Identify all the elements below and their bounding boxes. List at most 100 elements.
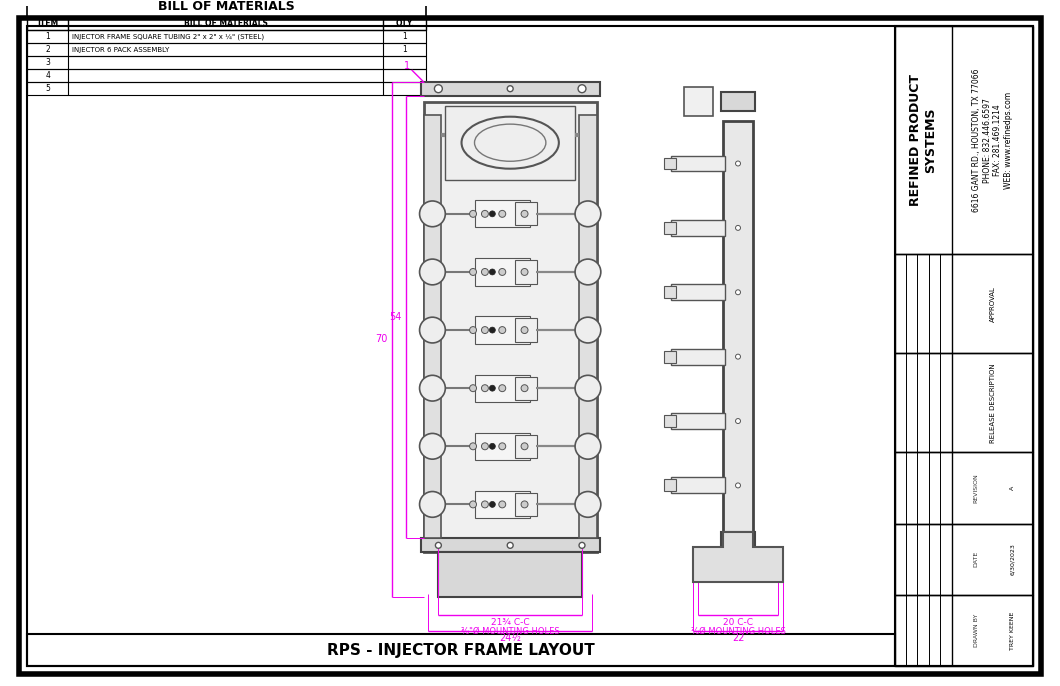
Circle shape [490,327,495,333]
Text: REVISION: REVISION [974,473,978,503]
Bar [671,284,725,300]
Circle shape [576,259,601,285]
Text: INJECTOR FRAME SQUARE TUBING 2" x 2" x ¼" (STEEL): INJECTOR FRAME SQUARE TUBING 2" x 2" x ¼… [72,34,265,40]
Circle shape [436,543,441,548]
Circle shape [736,418,741,423]
Circle shape [499,385,506,392]
Circle shape [499,268,506,275]
Bar [671,156,725,172]
Bar [26,82,426,95]
Text: APPROVAL: APPROVAL [990,286,995,322]
Text: 6/30/2023: 6/30/2023 [1010,543,1015,575]
Circle shape [420,259,445,285]
Text: 5: 5 [46,84,50,93]
Bar [424,102,597,552]
Bar [26,43,426,56]
Circle shape [481,501,489,508]
Bar [421,539,600,552]
Text: 21¾ C-C: 21¾ C-C [491,618,530,627]
Circle shape [576,434,601,459]
Bar [421,82,600,95]
Bar [895,26,1034,666]
Circle shape [522,443,528,450]
Circle shape [736,226,741,230]
Text: RPS - INJECTOR FRAME LAYOUT: RPS - INJECTOR FRAME LAYOUT [326,643,595,658]
Bar [475,316,530,344]
Bar [671,413,725,429]
Circle shape [490,443,495,449]
Bar [723,121,753,547]
Text: 54: 54 [389,312,402,322]
Circle shape [420,201,445,227]
Bar [664,415,675,427]
Circle shape [736,161,741,166]
Bar [515,377,537,400]
Circle shape [481,327,489,333]
Text: RELEASE DESCRIPTION: RELEASE DESCRIPTION [990,363,995,442]
Bar [664,286,675,298]
Circle shape [522,501,528,508]
Circle shape [470,211,477,217]
Bar [895,254,1034,353]
Bar [515,202,537,226]
Bar [664,158,675,169]
Circle shape [420,434,445,459]
Text: REFINED PRODUCT
SYSTEMS: REFINED PRODUCT SYSTEMS [909,74,937,206]
Circle shape [420,375,445,401]
Bar [26,69,426,82]
Bar [424,102,597,552]
Text: DRAWN BY: DRAWN BY [974,614,978,647]
Text: ⅜"Ø MOUNTING HOLES: ⅜"Ø MOUNTING HOLES [461,627,560,636]
Circle shape [481,268,489,275]
Bar [515,435,537,458]
Bar [895,595,1034,666]
Bar [515,318,537,342]
Circle shape [470,501,477,508]
Circle shape [470,443,477,450]
Text: 70: 70 [375,334,388,344]
Bar [26,0,426,17]
Circle shape [499,501,506,508]
Text: 24½: 24½ [499,633,522,643]
Circle shape [435,85,442,93]
Bar [515,261,537,283]
Text: ⅜Ø MOUNTING HOLES: ⅜Ø MOUNTING HOLES [690,627,785,636]
Bar [439,552,582,597]
Bar [424,115,441,539]
Circle shape [499,211,506,217]
Bar [671,477,725,493]
Text: 1: 1 [403,45,407,54]
Circle shape [490,501,495,508]
Circle shape [420,492,445,517]
Circle shape [470,268,477,275]
Circle shape [522,385,528,392]
Bar [671,348,725,364]
Bar [895,26,1034,254]
Circle shape [508,86,513,92]
Circle shape [499,443,506,450]
Circle shape [736,354,741,359]
Bar [671,220,725,236]
Circle shape [470,385,477,392]
Circle shape [578,85,586,93]
Bar [475,433,530,460]
Circle shape [736,483,741,488]
Circle shape [576,201,601,227]
Bar [475,259,530,285]
Circle shape [490,386,495,391]
Bar [475,490,530,518]
Bar [895,523,1034,595]
Circle shape [481,211,489,217]
Text: 1: 1 [46,32,50,41]
Circle shape [736,289,741,295]
Text: INJECTOR 6 PACK ASSEMBLY: INJECTOR 6 PACK ASSEMBLY [72,47,170,53]
Text: BILL OF MATERIALS: BILL OF MATERIALS [158,0,295,13]
Circle shape [481,385,489,392]
Bar [721,532,755,547]
Circle shape [470,327,477,333]
Bar [26,30,426,43]
Text: 1: 1 [403,32,407,41]
Text: QTY.: QTY. [395,19,414,28]
Text: ITEM: ITEM [37,19,58,28]
Bar [895,452,1034,523]
